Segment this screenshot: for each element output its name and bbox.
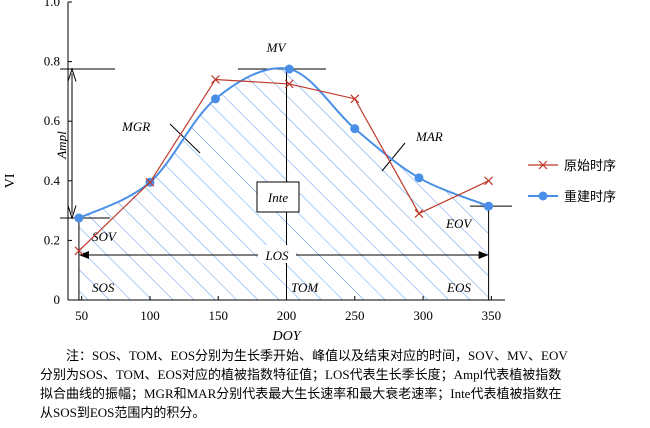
mar-tangent — [381, 142, 406, 172]
y-tick-label: 0.8 — [44, 54, 60, 69]
eos-label: EOS — [446, 280, 471, 295]
y-axis-title: VI — [3, 173, 18, 188]
eov-label: EOV — [445, 216, 473, 231]
note-line-3: 拟合曲线的振幅；MGR和MAR分别代表最大生长速率和最大衰老速率；Inte代表植… — [40, 386, 562, 401]
legend-recon-label: 重建时序 — [564, 189, 616, 204]
x-tick-label: 350 — [482, 308, 502, 323]
y-tick-label: 0.4 — [44, 173, 61, 188]
note-line-4: 从SOS到EOS范围内的积分。 — [40, 405, 206, 420]
reconstructed-point — [210, 94, 220, 104]
x-tick-label: 50 — [75, 308, 88, 323]
x-axis-title: DOY — [271, 329, 302, 344]
y-tick-label: 0.2 — [44, 232, 60, 247]
y-tick-label: 0.6 — [44, 113, 61, 128]
reconstructed-point — [350, 124, 360, 134]
ampl-arrow-up — [67, 67, 77, 82]
legend-recon-marker — [538, 191, 548, 201]
los-arrow-left — [78, 251, 89, 259]
mgr-label: MGR — [121, 119, 150, 134]
legend-raw-marker — [538, 160, 548, 170]
sos-label: SOS — [92, 280, 115, 295]
x-tick-label: 300 — [413, 308, 433, 323]
raw-point — [211, 75, 220, 84]
los-label-bg — [258, 245, 296, 263]
x-tick-label: 100 — [140, 308, 160, 323]
reconstructed-point — [284, 64, 294, 74]
reconstructed-point — [414, 173, 424, 183]
raw-point — [284, 79, 294, 89]
x-tick-label: 150 — [208, 308, 228, 323]
x-tick-label: 200 — [277, 308, 297, 323]
phenology-chart: 0 0.2 0.4 0.6 0.8 1.0 50 100 150 200 250 300 350 DOY V… — [3, 0, 616, 344]
los-label: LOS — [264, 248, 289, 263]
y-tick-label: 0 — [54, 292, 61, 307]
inte-label: Inte — [267, 190, 288, 205]
figure-note: 注：SOS、TOM、EOS分别为生长季开始、峰值以及结束对应的时间，SOV、MV… — [40, 346, 640, 422]
mar-label: MAR — [415, 129, 443, 144]
tom-label: TOM — [291, 280, 319, 295]
note-line-2: 分别为SOS、TOM、EOS对应的植被指数特征值；LOS代表生长季长度；Ampl… — [40, 367, 562, 382]
legend-raw-label: 原始时序 — [564, 158, 616, 173]
x-tick-label: 250 — [345, 308, 365, 323]
raw-point — [145, 177, 155, 187]
reconstructed-point — [74, 213, 84, 223]
sov-label: SOV — [92, 229, 118, 244]
raw-point — [414, 209, 424, 219]
mv-label: MV — [266, 40, 288, 55]
y-tick-label: 1.0 — [44, 0, 60, 9]
los-arrow-right — [478, 251, 489, 259]
raw-point — [350, 94, 360, 104]
reconstructed-point — [484, 201, 494, 211]
inte-box — [256, 181, 300, 213]
ampl-label: Ampl — [54, 131, 69, 160]
raw-point — [484, 176, 494, 186]
raw-point — [74, 246, 84, 256]
ampl-arrow-down — [67, 205, 77, 220]
note-line-1: 注：SOS、TOM、EOS分别为生长季开始、峰值以及结束对应的时间，SOV、MV… — [66, 348, 568, 363]
mgr-tangent — [169, 123, 201, 154]
